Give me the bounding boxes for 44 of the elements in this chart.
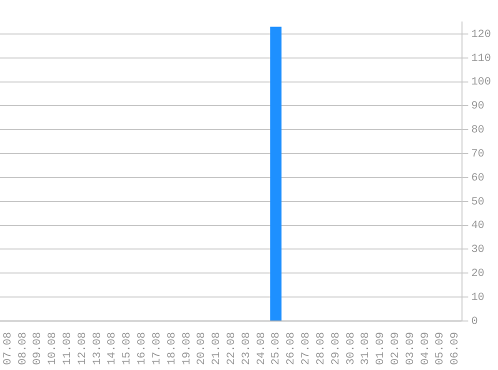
y-tick-label: 50	[471, 196, 484, 208]
x-tick-label: 18.08	[166, 332, 178, 366]
y-tick-label: 70	[471, 148, 484, 160]
x-tick-label: 08.08	[17, 332, 30, 366]
x-tick-label: 04.09	[420, 332, 432, 366]
x-tick-label: 21.08	[211, 332, 224, 366]
y-tick-label: 40	[471, 220, 484, 232]
y-tick-label: 90	[471, 100, 484, 113]
x-tick-label: 27.08	[300, 332, 313, 366]
y-tick-label: 20	[471, 268, 484, 280]
x-tick-label: 02.09	[390, 332, 402, 366]
x-tick-label: 19.08	[181, 332, 194, 366]
x-tick-label: 31.08	[360, 332, 372, 366]
x-tick-label: 07.08	[2, 332, 14, 366]
x-tick-label: 20.08	[196, 332, 208, 366]
x-tick-label: 25.08	[270, 332, 283, 366]
x-tick-label: 23.08	[240, 332, 253, 366]
x-tick-label: 12.08	[76, 332, 89, 366]
y-tick-label: 110	[471, 52, 492, 65]
y-tick-label: 80	[471, 124, 484, 137]
x-tick-label: 01.09	[375, 332, 388, 366]
x-tick-label: 03.09	[404, 332, 417, 366]
x-tick-label: 14.08	[106, 332, 119, 366]
x-tick-label: 05.09	[434, 332, 447, 366]
x-tick-label: 09.08	[32, 332, 44, 366]
y-tick-label: 30	[471, 244, 484, 256]
x-tick-label: 10.08	[47, 332, 60, 366]
x-tick-label: 17.08	[151, 332, 164, 366]
x-tick-label: 26.08	[286, 332, 298, 366]
x-tick-label: 06.09	[450, 332, 462, 366]
x-tick-label: 28.08	[315, 332, 328, 366]
y-tick-label: 60	[471, 172, 484, 184]
x-tick-label: 29.08	[330, 332, 342, 366]
y-tick-label: 100	[471, 76, 492, 89]
x-tick-label: 16.08	[136, 332, 149, 366]
y-tick-label: 120	[471, 28, 492, 41]
x-tick-label: 22.08	[226, 332, 238, 366]
y-tick-label: 0	[471, 316, 478, 328]
x-tick-label: 30.08	[345, 332, 358, 366]
x-tick-label: 24.08	[256, 332, 268, 366]
x-tick-label: 11.08	[62, 332, 74, 366]
x-tick-label: 15.08	[122, 332, 134, 366]
y-tick-label: 10	[471, 292, 484, 304]
x-tick-label: 13.08	[92, 332, 104, 366]
